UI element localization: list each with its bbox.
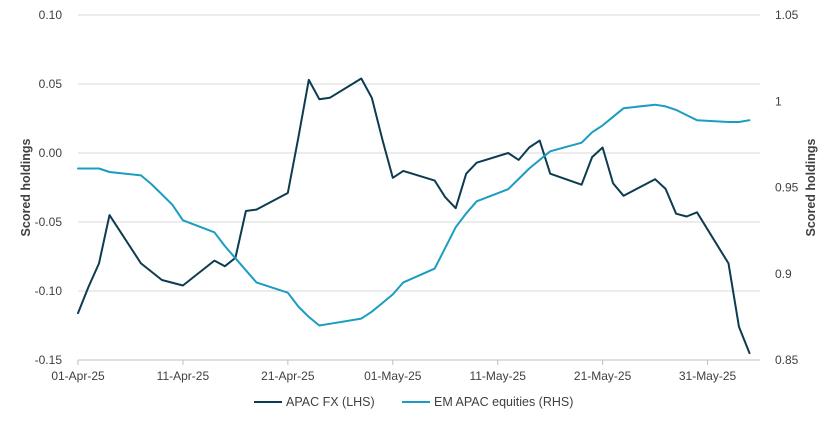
series-line-apac-fx bbox=[77, 77, 751, 355]
right-axis-tick-label: 0.9 bbox=[775, 267, 792, 281]
series-line-em-apac-equities bbox=[77, 103, 751, 327]
x-axis-ticks: 01-Apr-25 11-Apr-25 21-Apr-25 01-May-25 11-M… bbox=[51, 360, 737, 383]
left-axis-tick-label: -0.15 bbox=[35, 353, 63, 367]
left-axis-tick-label: 0.00 bbox=[39, 146, 63, 160]
x-tick-label: 11-May-25 bbox=[469, 369, 526, 383]
right-axis-tick-label: 1 bbox=[775, 94, 782, 108]
right-axis-tick-labels: 1.05 1 0.95 0.9 0.85 bbox=[775, 8, 799, 367]
left-axis-tick-label: -0.05 bbox=[35, 215, 63, 229]
right-axis-tick-label: 0.85 bbox=[775, 353, 799, 367]
x-tick-label: 21-May-25 bbox=[574, 369, 632, 383]
series-lines bbox=[77, 77, 751, 355]
left-axis-tick-labels: 0.10 0.05 0.00 -0.05 -0.10 -0.15 bbox=[35, 8, 63, 367]
x-tick-label: 01-May-25 bbox=[364, 369, 422, 383]
legend: APAC FX (LHS) EM APAC equities (RHS) bbox=[254, 395, 573, 409]
left-axis-title: Scored holdings bbox=[19, 138, 33, 236]
right-axis-tick-label: 1.05 bbox=[775, 8, 799, 22]
legend-label-em-apac-equities: EM APAC equities (RHS) bbox=[434, 395, 573, 409]
gridlines bbox=[78, 14, 760, 292]
x-tick-label: 11-Apr-25 bbox=[157, 369, 210, 383]
left-axis-tick-label: 0.05 bbox=[39, 77, 63, 91]
x-tick-label: 01-Apr-25 bbox=[51, 369, 105, 383]
legend-label-apac-fx: APAC FX (LHS) bbox=[286, 395, 375, 409]
right-axis-tick-label: 0.95 bbox=[775, 181, 799, 195]
right-axis-title: Scored holdings bbox=[804, 138, 818, 236]
left-axis-tick-label: 0.10 bbox=[39, 8, 63, 22]
x-tick-label: 21-Apr-25 bbox=[261, 369, 315, 383]
left-axis-tick-label: -0.10 bbox=[35, 284, 63, 298]
x-tick-label: 31-May-25 bbox=[679, 369, 737, 383]
